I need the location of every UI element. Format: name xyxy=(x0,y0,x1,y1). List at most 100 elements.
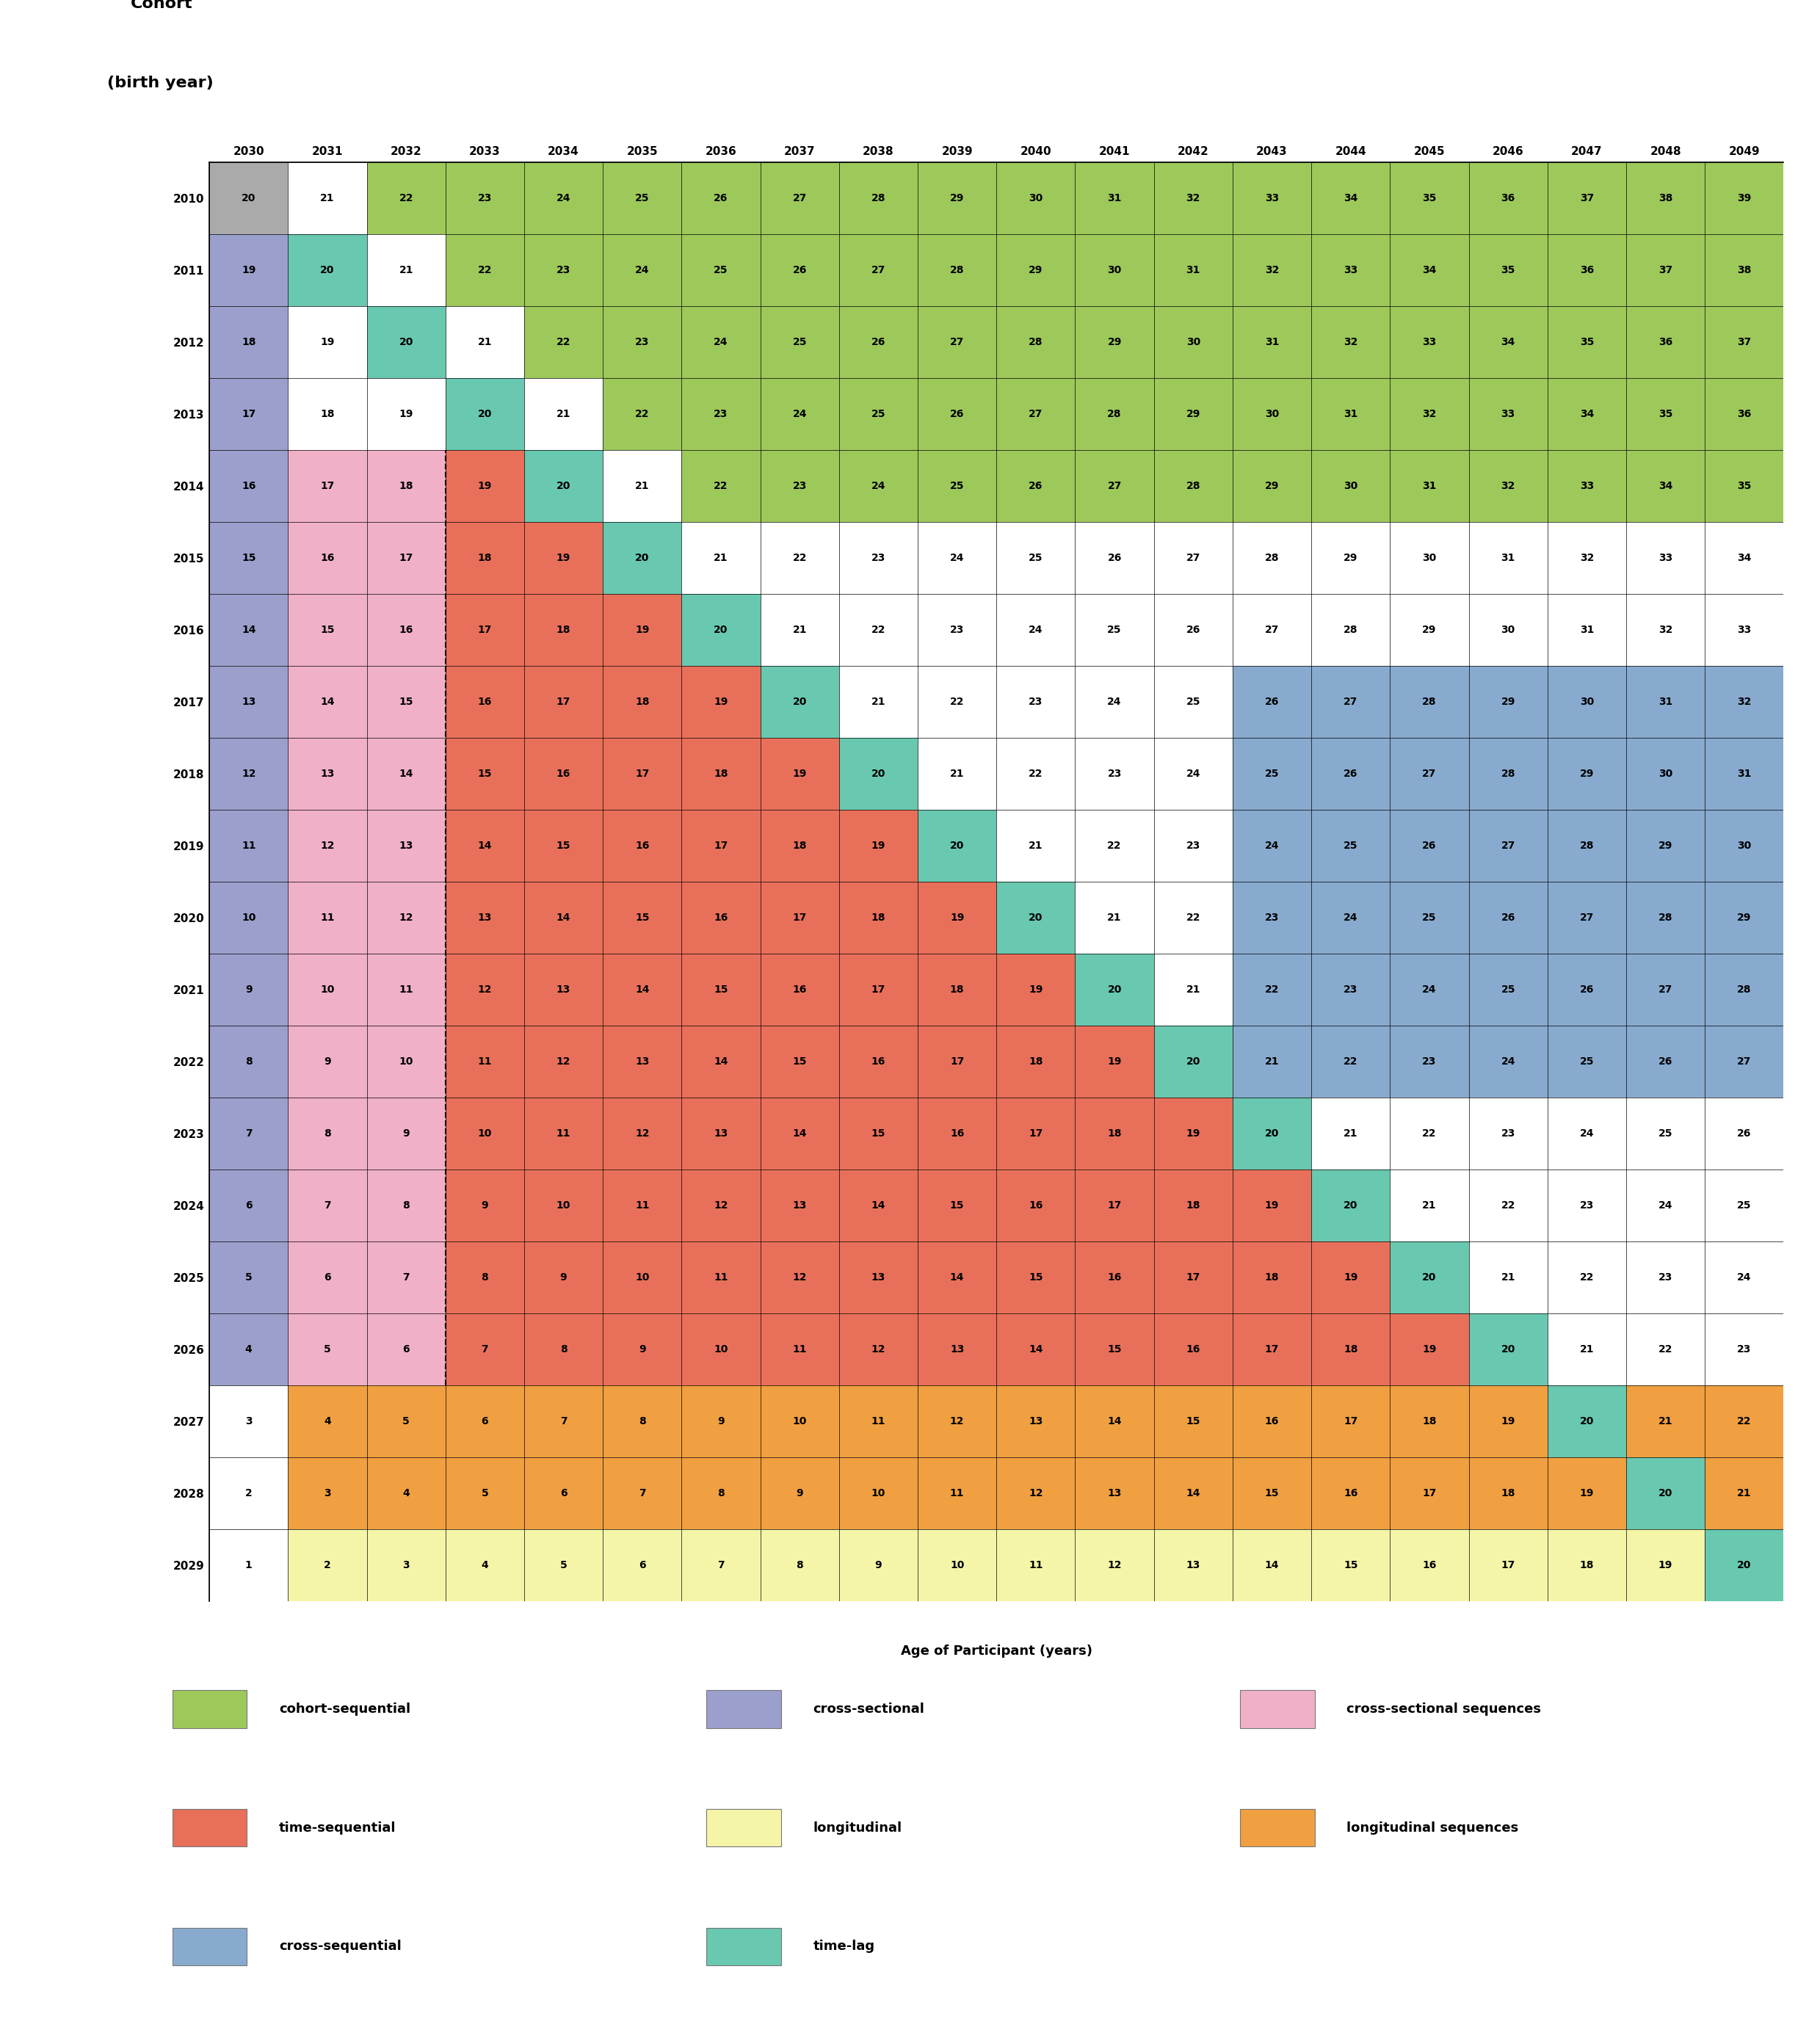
Text: 10: 10 xyxy=(872,1488,886,1498)
Text: 24: 24 xyxy=(1736,1273,1751,1283)
Bar xyxy=(368,1026,446,1099)
Text: Age of Participant (years): Age of Participant (years) xyxy=(901,1644,1092,1658)
Text: 18: 18 xyxy=(477,553,491,564)
Bar xyxy=(368,235,446,306)
Text: 8: 8 xyxy=(639,1417,646,1427)
Bar xyxy=(1154,377,1232,450)
Bar xyxy=(1390,1241,1469,1313)
Text: 25: 25 xyxy=(1736,1200,1751,1210)
Bar xyxy=(1154,1386,1232,1457)
Text: 30: 30 xyxy=(1187,336,1201,347)
Text: 21: 21 xyxy=(713,553,728,564)
Text: 18: 18 xyxy=(1107,1129,1121,1139)
Text: 30: 30 xyxy=(1265,409,1279,420)
Bar xyxy=(761,235,839,306)
Bar xyxy=(602,377,682,450)
Text: 30: 30 xyxy=(1502,624,1516,634)
Text: 26: 26 xyxy=(872,336,886,347)
Bar xyxy=(446,1026,524,1099)
Bar xyxy=(1239,1691,1314,1727)
Bar xyxy=(1547,377,1627,450)
Text: 18: 18 xyxy=(1580,1561,1594,1571)
Bar xyxy=(1627,1241,1705,1313)
Text: 17: 17 xyxy=(399,553,413,564)
Text: 28: 28 xyxy=(1658,912,1673,922)
Bar xyxy=(1310,1241,1390,1313)
Text: longitudinal: longitudinal xyxy=(814,1820,903,1834)
Bar xyxy=(761,811,839,882)
Text: 14: 14 xyxy=(242,624,257,634)
Text: 4: 4 xyxy=(402,1488,410,1498)
Text: 17: 17 xyxy=(950,1056,965,1066)
Bar xyxy=(524,1241,602,1313)
Bar xyxy=(1310,811,1390,882)
Bar xyxy=(1627,306,1705,377)
Bar xyxy=(209,1241,288,1313)
Text: 31: 31 xyxy=(1187,266,1201,276)
Text: 7: 7 xyxy=(402,1273,410,1283)
Bar xyxy=(1469,1170,1547,1241)
Text: 35: 35 xyxy=(1580,336,1594,347)
Bar xyxy=(761,521,839,594)
Text: 32: 32 xyxy=(1343,336,1358,347)
Bar xyxy=(839,306,917,377)
Text: 28: 28 xyxy=(1028,336,1043,347)
Bar xyxy=(1705,665,1784,738)
Bar xyxy=(288,1386,368,1457)
Bar xyxy=(1705,1457,1784,1530)
Text: 36: 36 xyxy=(1502,193,1516,203)
Text: (birth year): (birth year) xyxy=(107,75,213,89)
Text: 24: 24 xyxy=(713,336,728,347)
Text: 13: 13 xyxy=(242,697,257,707)
Bar xyxy=(682,1457,761,1530)
Text: 13: 13 xyxy=(872,1273,886,1283)
Text: 17: 17 xyxy=(1028,1129,1043,1139)
Bar xyxy=(1232,521,1310,594)
Text: 26: 26 xyxy=(950,409,965,420)
Text: 22: 22 xyxy=(1580,1273,1594,1283)
Text: 16: 16 xyxy=(1265,1417,1279,1427)
Text: 26: 26 xyxy=(1187,624,1201,634)
Text: 34: 34 xyxy=(1343,193,1358,203)
Bar xyxy=(1469,1457,1547,1530)
Text: 30: 30 xyxy=(1421,553,1436,564)
Bar xyxy=(209,162,288,235)
Bar xyxy=(1705,594,1784,665)
Text: 21: 21 xyxy=(950,768,965,778)
Text: 25: 25 xyxy=(1580,1056,1594,1066)
Text: 22: 22 xyxy=(635,409,650,420)
Bar xyxy=(1076,235,1154,306)
Text: 24: 24 xyxy=(557,193,571,203)
Text: 11: 11 xyxy=(557,1129,571,1139)
Text: 26: 26 xyxy=(1736,1129,1751,1139)
Bar xyxy=(1154,521,1232,594)
Bar xyxy=(446,377,524,450)
Bar xyxy=(368,811,446,882)
Text: 32: 32 xyxy=(1736,697,1751,707)
Bar xyxy=(917,1026,997,1099)
Text: 21: 21 xyxy=(635,480,650,491)
Bar xyxy=(706,1928,781,1966)
Bar xyxy=(1310,738,1390,811)
Text: 8: 8 xyxy=(324,1129,331,1139)
Text: 3: 3 xyxy=(324,1488,331,1498)
Text: 36: 36 xyxy=(1658,336,1673,347)
Text: cross-sectional sequences: cross-sectional sequences xyxy=(1347,1703,1542,1715)
Bar xyxy=(602,955,682,1026)
Bar xyxy=(839,450,917,521)
Bar xyxy=(1547,955,1627,1026)
Bar xyxy=(446,1313,524,1386)
Bar xyxy=(761,665,839,738)
Text: 31: 31 xyxy=(1265,336,1279,347)
Bar xyxy=(761,450,839,521)
Bar xyxy=(917,811,997,882)
Text: 23: 23 xyxy=(713,409,728,420)
Bar xyxy=(1154,738,1232,811)
Bar xyxy=(839,521,917,594)
Text: 30: 30 xyxy=(1107,266,1121,276)
Text: 17: 17 xyxy=(1421,1488,1436,1498)
Text: 7: 7 xyxy=(480,1344,488,1354)
Text: 26: 26 xyxy=(1343,768,1358,778)
Bar xyxy=(1469,235,1547,306)
Text: 20: 20 xyxy=(792,697,806,707)
